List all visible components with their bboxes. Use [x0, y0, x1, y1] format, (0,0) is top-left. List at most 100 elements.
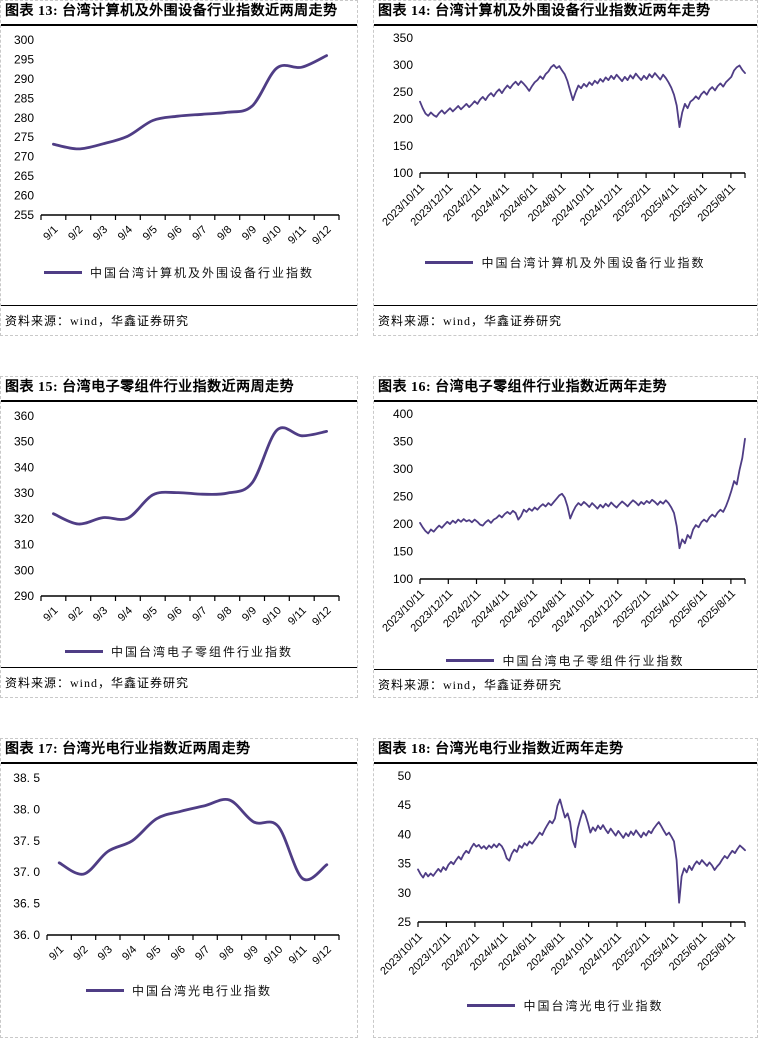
- svg-text:9/9: 9/9: [242, 944, 261, 963]
- source-note: 资料来源：wind，华鑫证券研究: [374, 669, 757, 693]
- legend-label: 中国台湾光电行业指数: [131, 984, 272, 999]
- figure-18-legend: 中国台湾光电行业指数: [374, 997, 757, 1014]
- figure-13-title: 图表 13: 台湾计算机及外围设备行业指数近两周走势: [1, 1, 357, 27]
- svg-text:150: 150: [393, 139, 413, 153]
- svg-text:9/2: 9/2: [66, 224, 85, 243]
- figure-16-panel: 图表 16: 台湾电子零组件行业指数近两年走势 400 350 300 250 200 1…: [373, 376, 758, 698]
- svg-text:9/7: 9/7: [190, 224, 209, 243]
- svg-text:150: 150: [393, 545, 413, 559]
- svg-text:9/3: 9/3: [91, 605, 110, 624]
- legend-label: 中国台湾电子零组件行业指数: [502, 654, 685, 669]
- svg-text:37. 5: 37. 5: [13, 834, 40, 848]
- svg-text:300: 300: [393, 462, 413, 476]
- legend-line-swatch: [43, 271, 82, 275]
- svg-text:30: 30: [398, 886, 412, 900]
- svg-text:275: 275: [14, 131, 34, 145]
- svg-text:9/6: 9/6: [165, 605, 184, 624]
- source-note: 资料来源：wind，华鑫证券研究: [1, 667, 357, 691]
- svg-text:9/11: 9/11: [286, 224, 309, 247]
- svg-text:9/6: 9/6: [169, 944, 188, 963]
- svg-text:9/2: 9/2: [66, 605, 85, 624]
- svg-text:360: 360: [14, 409, 34, 423]
- legend-line-swatch: [85, 989, 124, 993]
- svg-text:320: 320: [14, 512, 34, 526]
- figure-15-title: 图表 15: 台湾电子零组件行业指数近两周走势: [1, 377, 357, 403]
- svg-text:25: 25: [398, 915, 412, 929]
- figure-16-chart: 400 350 300 250 200 150 100 2023/10/11 2023/12/1…: [374, 404, 757, 651]
- svg-text:9/4: 9/4: [116, 605, 135, 624]
- svg-text:9/8: 9/8: [217, 944, 236, 963]
- svg-text:100: 100: [393, 166, 413, 180]
- svg-text:9/12: 9/12: [310, 944, 334, 968]
- svg-text:100: 100: [393, 572, 413, 586]
- figure-15-chart: 360 350 340 330 320 310 300 290 9/1 9/2 9/3 9/4 9/5 9…: [1, 404, 357, 642]
- svg-text:40: 40: [398, 828, 412, 842]
- svg-text:50: 50: [398, 769, 412, 783]
- figure-15-legend: 中国台湾电子零组件行业指数: [1, 643, 357, 660]
- svg-text:37. 0: 37. 0: [13, 866, 40, 880]
- svg-text:330: 330: [14, 487, 34, 501]
- svg-text:290: 290: [14, 72, 34, 86]
- svg-text:9/7: 9/7: [190, 605, 209, 624]
- svg-text:200: 200: [393, 517, 413, 531]
- svg-text:350: 350: [393, 435, 413, 449]
- svg-text:280: 280: [14, 111, 34, 125]
- svg-text:200: 200: [393, 112, 413, 126]
- svg-text:9/12: 9/12: [310, 224, 334, 248]
- svg-text:9/8: 9/8: [215, 224, 234, 243]
- figure-17-chart: 38. 5 38. 0 37. 5 37. 0 36. 5 36. 0 9/1 9/2 9/3 9…: [1, 766, 357, 981]
- figure-13-legend: 中国台湾计算机及外围设备行业指数: [1, 264, 357, 281]
- svg-text:250: 250: [393, 85, 413, 99]
- svg-text:290: 290: [14, 589, 34, 603]
- svg-text:9/5: 9/5: [141, 224, 160, 243]
- svg-text:9/10: 9/10: [260, 224, 284, 248]
- svg-text:9/11: 9/11: [287, 944, 310, 967]
- figure-17-panel: 图表 17: 台湾光电行业指数近两周走势 38. 5 38. 0 37. 5 37. …: [0, 738, 358, 1038]
- svg-text:38. 5: 38. 5: [13, 771, 40, 785]
- figure-15-panel: 图表 15: 台湾电子零组件行业指数近两周走势 360 350 340 330 320 3…: [0, 376, 358, 698]
- svg-text:36. 0: 36. 0: [13, 928, 40, 942]
- figure-14-chart: 350 300 250 200 150 100 2023/10/11 2023/12/11 20…: [374, 28, 757, 253]
- svg-text:255: 255: [14, 208, 34, 222]
- svg-text:350: 350: [393, 31, 413, 45]
- source-note: 资料来源：wind，华鑫证券研究: [374, 305, 757, 329]
- legend-line-swatch: [425, 261, 474, 265]
- legend-label: 中国台湾光电行业指数: [523, 999, 664, 1014]
- svg-text:9/12: 9/12: [310, 605, 334, 629]
- svg-text:400: 400: [393, 407, 413, 421]
- figure-14-panel: 图表 14: 台湾计算机及外围设备行业指数近两年走势 350 300 250 200 1…: [373, 0, 758, 336]
- svg-text:9/10: 9/10: [260, 605, 284, 629]
- svg-text:9/4: 9/4: [116, 224, 135, 243]
- figure-13-chart: 300 295 290 285 280 275 270 265 260 255 9/1 9/2 9/3 9…: [1, 28, 357, 263]
- svg-text:350: 350: [14, 435, 34, 449]
- svg-text:9/4: 9/4: [120, 944, 139, 963]
- svg-text:9/11: 9/11: [286, 605, 309, 628]
- svg-text:9/1: 9/1: [47, 944, 66, 963]
- svg-text:9/9: 9/9: [240, 605, 259, 624]
- legend-label: 中国台湾计算机及外围设备行业指数: [89, 266, 314, 281]
- legend-line-swatch: [467, 1004, 516, 1008]
- svg-text:9/5: 9/5: [144, 944, 163, 963]
- svg-text:300: 300: [14, 33, 34, 47]
- svg-text:9/2: 9/2: [71, 944, 90, 963]
- svg-text:9/10: 9/10: [262, 944, 286, 968]
- figure-18-title: 图表 18: 台湾光电行业指数近两年走势: [374, 739, 757, 765]
- figure-14-legend: 中国台湾计算机及外围设备行业指数: [374, 254, 757, 271]
- figure-17-legend: 中国台湾光电行业指数: [1, 982, 357, 999]
- svg-text:36. 5: 36. 5: [13, 897, 40, 911]
- svg-text:9/5: 9/5: [141, 605, 160, 624]
- svg-text:45: 45: [398, 799, 412, 813]
- svg-text:9/6: 9/6: [165, 224, 184, 243]
- svg-text:300: 300: [14, 564, 34, 578]
- svg-text:9/1: 9/1: [41, 605, 60, 624]
- svg-text:9/1: 9/1: [41, 224, 60, 243]
- legend-line-swatch: [64, 650, 103, 654]
- legend-line-swatch: [446, 659, 495, 663]
- figure-16-legend: 中国台湾电子零组件行业指数: [374, 652, 757, 669]
- svg-text:35: 35: [398, 857, 412, 871]
- svg-text:265: 265: [14, 170, 34, 184]
- source-note: 资料来源：wind，华鑫证券研究: [1, 305, 357, 329]
- svg-text:38. 0: 38. 0: [13, 803, 40, 817]
- svg-text:9/7: 9/7: [193, 944, 212, 963]
